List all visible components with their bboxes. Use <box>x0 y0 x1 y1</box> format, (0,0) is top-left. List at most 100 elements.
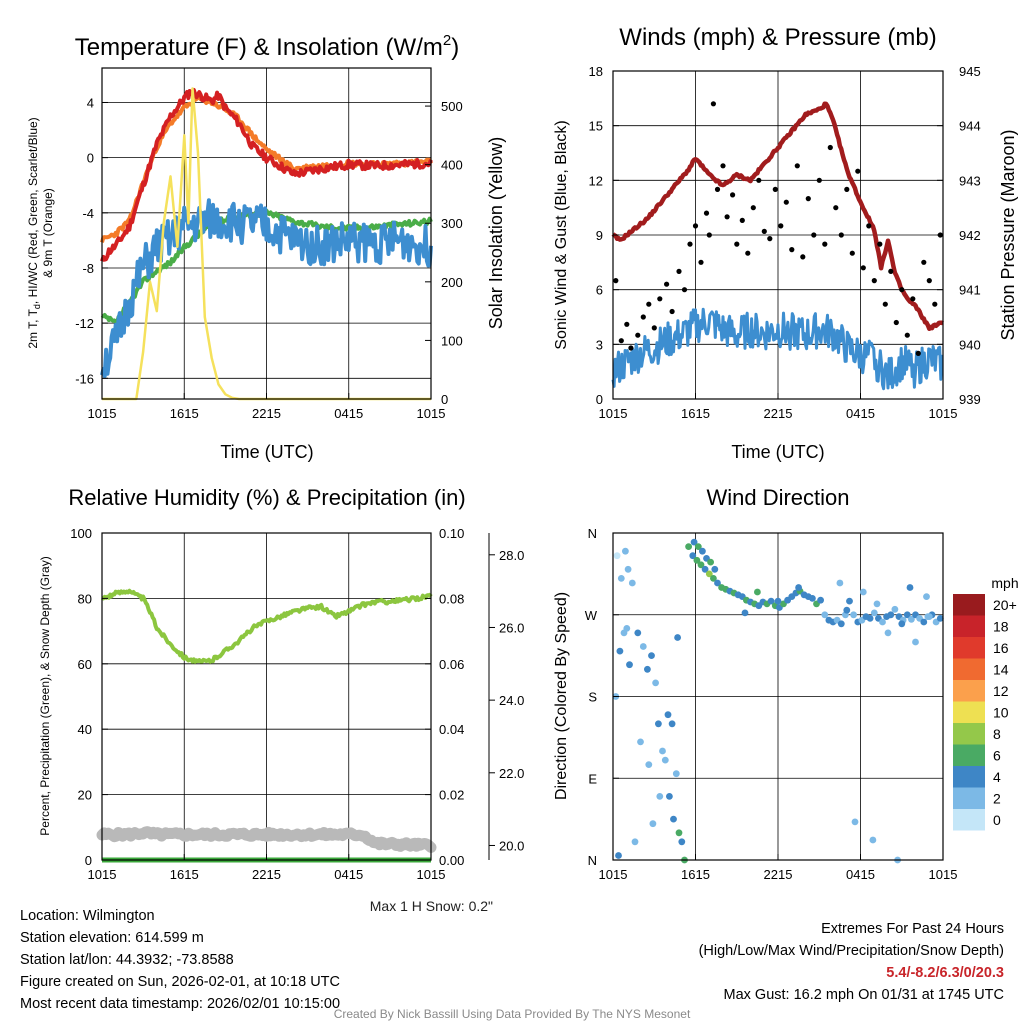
y2-tick-label: 200 <box>441 275 463 290</box>
y-tick-label: N <box>588 526 597 541</box>
direction-point <box>906 584 914 591</box>
gust-point <box>921 259 927 265</box>
winds-title: Winds (mph) & Pressure (mb) <box>619 24 936 51</box>
y-tick-label: -12 <box>75 316 94 331</box>
direction-point <box>617 575 625 582</box>
humidity-y-ticks: 100 80 60 40 20 0 <box>70 526 108 868</box>
extremes-subtitle: (High/Low/Max Wind/Precipitation/Snow De… <box>698 943 1004 959</box>
x-tick-label: 1015 <box>88 406 117 421</box>
temperature-y-ticks: 4 0 -4 -8 -12 -16 <box>75 95 108 386</box>
legend-swatch <box>953 680 985 702</box>
gust-point <box>687 241 693 247</box>
direction-point <box>741 609 749 617</box>
direction-point <box>754 588 761 596</box>
y-tick-label: 0 <box>85 853 92 868</box>
direction-point <box>869 836 877 844</box>
gust-point <box>926 278 932 284</box>
direction-point <box>639 643 647 650</box>
legend-swatch <box>953 615 985 637</box>
legend-label: 10 <box>993 704 1009 720</box>
legend-label: 12 <box>993 683 1009 699</box>
direction-point <box>626 661 633 669</box>
y2-tick-label: 945 <box>959 64 981 79</box>
winds-panel: Winds (mph) & Pressure (mb) 1015 1615 2215… <box>553 24 1018 462</box>
snow-depth-y-ticks: 28.0 26.0 24.0 22.0 20.0 <box>488 533 524 860</box>
y-tick-label: 18 <box>589 64 603 79</box>
direction-point <box>701 565 709 573</box>
gust-point <box>816 177 822 183</box>
y2-tick-label: 943 <box>959 173 981 188</box>
figure-created: Figure created on Sun, 2026-02-01, at 10… <box>20 974 340 990</box>
gust-point <box>866 223 872 229</box>
winds-y-label: Sonic Wind & Gust (Blue, Black) <box>553 120 570 349</box>
y2-tick-label: 939 <box>959 392 981 407</box>
x-tick-label: 0415 <box>846 406 875 421</box>
gust-point <box>635 332 641 338</box>
gust-point <box>904 332 910 338</box>
y-tick-label: 20 <box>78 788 92 803</box>
direction-point <box>628 579 636 587</box>
y-tick-label: W <box>585 608 598 623</box>
legend-swatch <box>953 744 985 766</box>
y2-tick-label: 941 <box>959 283 981 298</box>
y-tick-label: 60 <box>78 657 92 672</box>
gust-point <box>838 232 844 238</box>
wind-direction-y-label: Direction (Colored By Speed) <box>553 592 570 800</box>
legend-label: 2 <box>993 790 1001 806</box>
humidity-panel: Relative Humidity (%) & Precipitation (i… <box>38 485 524 914</box>
y-tick-label: S <box>588 690 597 705</box>
legend-label: 14 <box>993 661 1009 677</box>
y-tick-label: 9 <box>596 228 603 243</box>
gust-point <box>651 325 657 331</box>
direction-point <box>809 595 816 602</box>
direction-point <box>645 761 653 768</box>
gust-point <box>778 223 784 229</box>
direction-point <box>846 597 853 605</box>
max-gust: Max Gust: 16.2 mph On 01/31 at 1745 UTC <box>723 987 1004 1003</box>
direction-point <box>694 543 702 550</box>
gust-point <box>822 241 828 247</box>
x-tick-label: 2215 <box>252 406 281 421</box>
wind-speed-legend: mph 20+ 18 16 14 12 10 8 6 4 2 0 <box>953 575 1019 831</box>
precipitation-y-ticks: 0.10 0.08 0.06 0.04 0.02 0.00 <box>425 526 464 868</box>
wind-direction-x-ticks: 1015 1615 2215 0415 1015 <box>599 854 957 882</box>
gust-point <box>772 186 778 192</box>
y2-tick-label: 400 <box>441 158 463 173</box>
gust-point <box>882 301 888 307</box>
legend-label: 4 <box>993 769 1001 785</box>
direction-point <box>689 552 697 560</box>
direction-point <box>674 634 681 641</box>
gust-point <box>613 278 619 284</box>
direction-point <box>615 852 622 859</box>
gust-point <box>800 254 806 260</box>
legend-swatch <box>953 637 985 659</box>
direction-point <box>714 579 721 587</box>
gust-point <box>915 350 921 356</box>
temperature-panel: Temperature (F) & Insolation (W/m2) 1015… <box>26 32 506 462</box>
direction-point <box>697 561 705 569</box>
series-snow-depth <box>96 826 437 853</box>
direction-point <box>678 838 686 846</box>
x-tick-label: 2215 <box>764 867 793 882</box>
extremes-values: 5.4/-8.2/6.3/0/20.3 <box>886 965 1004 981</box>
legend-swatch <box>953 594 985 616</box>
temperature-series <box>100 87 433 401</box>
y2-tick-label: 0.00 <box>439 853 464 868</box>
direction-point <box>622 547 629 555</box>
direction-point <box>644 665 651 673</box>
gust-point <box>761 228 767 234</box>
winds-x-label: Time (UTC) <box>731 442 824 462</box>
humidity-x-ticks: 1015 1615 2215 0415 1015 <box>88 854 445 882</box>
y2-tick-label: 942 <box>959 228 981 243</box>
direction-point <box>795 584 802 591</box>
gust-point <box>628 345 634 351</box>
direction-point <box>923 593 930 600</box>
direction-point <box>903 611 911 619</box>
direction-point <box>873 600 881 608</box>
direction-point <box>652 679 659 687</box>
gust-point <box>706 232 712 238</box>
direction-point <box>666 793 673 800</box>
direction-point <box>637 738 644 746</box>
y3-tick-label: 28.0 <box>499 548 524 563</box>
direction-point <box>936 615 944 622</box>
